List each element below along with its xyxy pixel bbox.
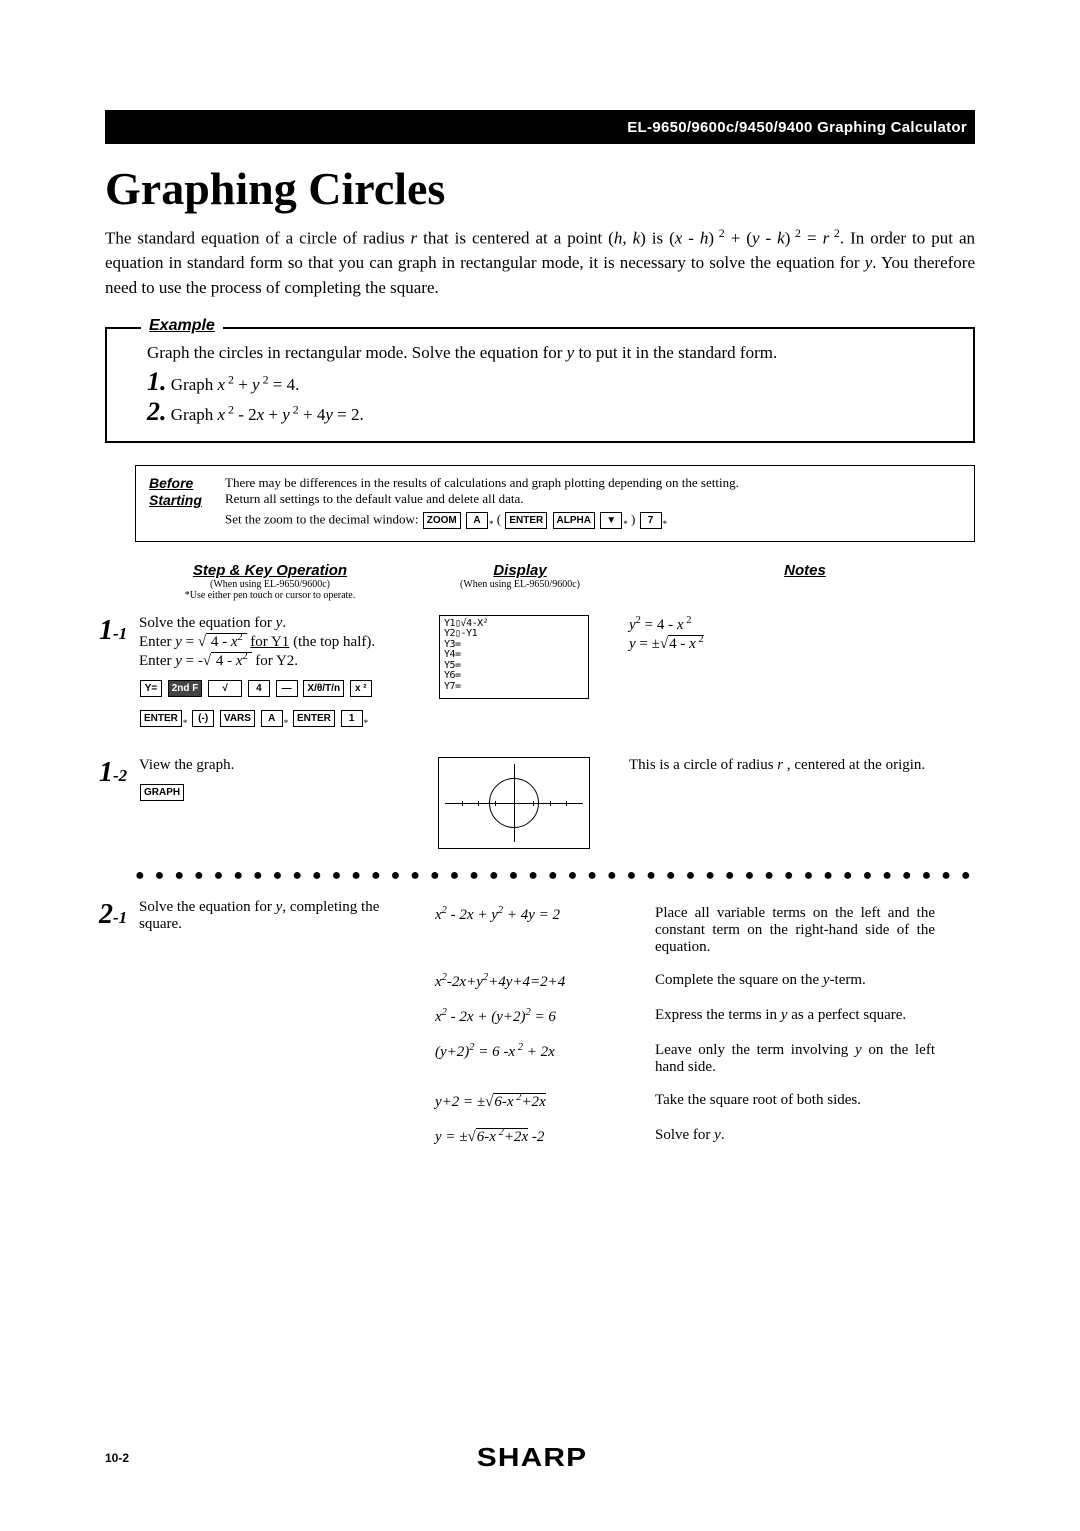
header-black-block: [105, 110, 295, 144]
before-block: BeforeStarting There may be differences …: [135, 465, 975, 542]
page-number: 10-2: [105, 1451, 129, 1465]
equation-cell: (y+2)2 = 6 -x 2 + 2x: [435, 1038, 653, 1086]
key-down: ▼: [600, 512, 622, 529]
step-1-2-keys: GRAPH: [139, 780, 399, 804]
col-sub-display: (When using EL-9650/9600c): [405, 579, 635, 590]
example-item-1: 1. Graph x 2 + y 2 = 4.: [147, 367, 951, 397]
step-1-1: 1-1 Solve the equation for y.Enter y = √…: [99, 615, 975, 735]
note-cell: Complete the square on the y-term.: [655, 968, 943, 1001]
before-text-3: Set the zoom to the decimal window:: [225, 511, 419, 526]
dotted-divider: ● ● ● ● ● ● ● ● ● ● ● ● ● ● ● ● ● ● ● ● …: [135, 867, 975, 885]
step-1-2-operation: View the graph.: [139, 757, 399, 774]
example-legend: Example: [141, 317, 223, 335]
step-1-1-keys-2: ENTER* (-) VARS A* ENTER 1*: [139, 706, 399, 735]
note-cell: Place all variable terms on the left and…: [655, 901, 943, 966]
step-2-1: 2-1 Solve the equation for y, completing…: [99, 899, 975, 1158]
step-1-1-notes: y2 = 4 - x 2y = ±√4 - x 2: [629, 615, 975, 735]
before-text-2: Return all settings to the default value…: [225, 491, 961, 507]
step-2-1-operation: Solve the equation for y, completing the…: [139, 899, 399, 1158]
step-2-1-table: x2 - 2x + y2 + 4y = 2Place all variable …: [433, 899, 945, 1158]
key-7: 7: [640, 512, 662, 529]
note-cell: Leave only the term involving y on the l…: [655, 1038, 943, 1086]
note-cell: Express the terms in y as a perfect squa…: [655, 1003, 943, 1036]
equation-cell: y = ±√6-x 2+2x -2: [435, 1123, 653, 1156]
key-alpha: ALPHA: [553, 512, 595, 529]
lcd-1-1: Y1▯√4-X²Y2▯-Y1Y3=Y4=Y5=Y6=Y7=: [439, 615, 589, 699]
equation-cell: y+2 = ±√6-x 2+2x: [435, 1088, 653, 1121]
equation-cell: x2 - 2x + y2 + 4y = 2: [435, 901, 653, 966]
equation-cell: x2 - 2x + (y+2)2 = 6: [435, 1003, 653, 1036]
page-footer: 10-2 SHARP: [105, 1442, 975, 1473]
page-title: Graphing Circles: [105, 162, 975, 215]
graph-circle: [489, 778, 539, 828]
intro-paragraph: The standard equation of a circle of rad…: [105, 225, 975, 301]
key-enter: ENTER: [505, 512, 547, 529]
column-headers: Step & Key Operation (When using EL-9650…: [135, 562, 975, 601]
step-1-1-keys-1: Y= 2nd F √ 4 — X/θ/T/n x ²: [139, 676, 399, 700]
equation-cell: x2-2x+y2+4y+4=2+4: [435, 968, 653, 1001]
sharp-logo: SHARP: [477, 1442, 587, 1473]
note-cell: Solve for y.: [655, 1123, 943, 1156]
step-num-1-1: 1-1: [99, 615, 139, 735]
example-lead: Graph the circles in rectangular mode. S…: [147, 343, 951, 363]
col-header-operation: Step & Key Operation: [135, 562, 405, 579]
col-sub-op2: *Use either pen touch or cursor to opera…: [135, 590, 405, 601]
step-1-2: 1-2 View the graph. GRAPH This is a circ…: [99, 757, 975, 849]
header-bar: EL-9650/9600c/9450/9400 Graphing Calcula…: [105, 110, 975, 144]
before-label: BeforeStarting: [149, 475, 202, 508]
col-sub-op1: (When using EL-9650/9600c): [135, 579, 405, 590]
header-model: EL-9650/9600c/9450/9400 Graphing Calcula…: [295, 110, 975, 144]
step-1-2-notes: This is a circle of radius r , centered …: [629, 757, 975, 849]
step-num-2-1: 2-1: [99, 899, 139, 1158]
step-1-1-operation: Solve the equation for y.Enter y = √ 4 -…: [139, 615, 399, 670]
lcd-1-2: [438, 757, 590, 849]
note-cell: Take the square root of both sides.: [655, 1088, 943, 1121]
step-num-1-2: 1-2: [99, 757, 139, 849]
before-text-1: There may be differences in the results …: [225, 475, 961, 491]
col-header-notes: Notes: [635, 562, 975, 579]
key-zoom: ZOOM: [423, 512, 461, 529]
example-item-2: 2. Graph x 2 - 2x + y 2 + 4y = 2.: [147, 397, 951, 427]
key-a: A: [466, 512, 488, 529]
example-box: Example Graph the circles in rectangular…: [105, 327, 975, 443]
col-header-display: Display: [405, 562, 635, 579]
